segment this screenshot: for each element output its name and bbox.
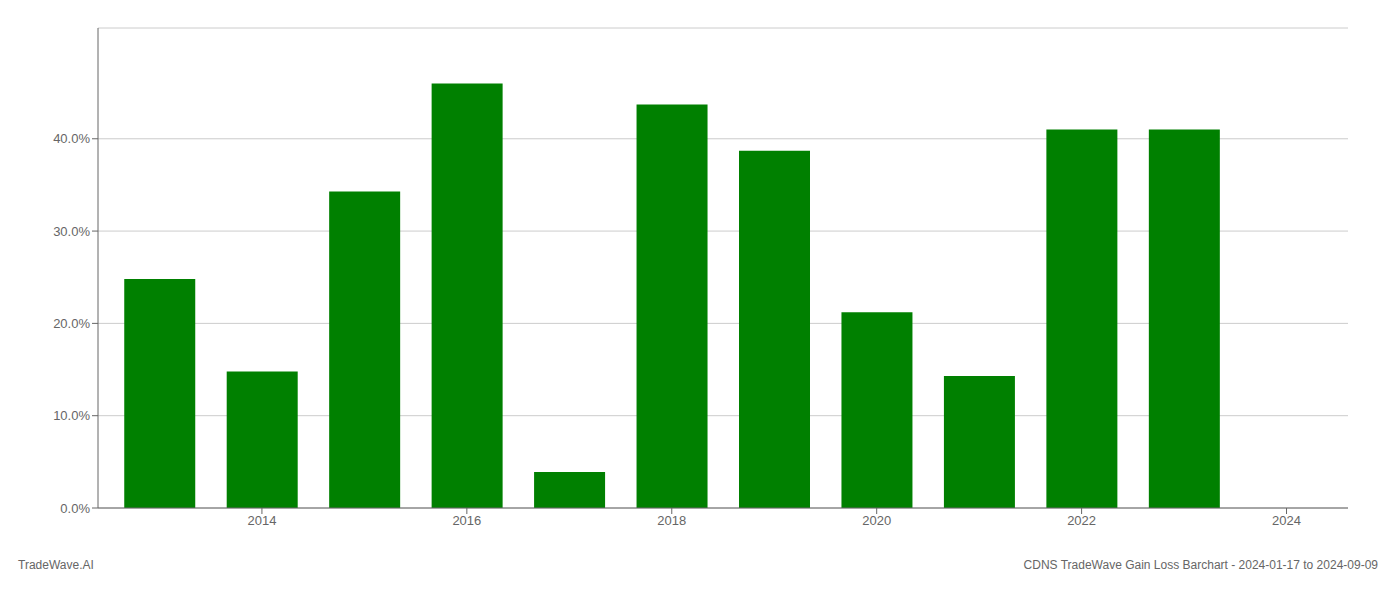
svg-text:2022: 2022 bbox=[1067, 513, 1096, 528]
svg-text:2024: 2024 bbox=[1272, 513, 1301, 528]
svg-text:2020: 2020 bbox=[862, 513, 891, 528]
svg-text:2014: 2014 bbox=[247, 513, 276, 528]
svg-text:2016: 2016 bbox=[452, 513, 481, 528]
svg-text:20.0%: 20.0% bbox=[53, 316, 90, 331]
svg-text:40.0%: 40.0% bbox=[53, 131, 90, 146]
svg-text:2018: 2018 bbox=[657, 513, 686, 528]
svg-text:10.0%: 10.0% bbox=[53, 408, 90, 423]
svg-text:0.0%: 0.0% bbox=[60, 501, 90, 516]
html-text:CDNS TradeWave Gain Loss Barch: CDNS TradeWave Gain Loss Barchart - 2024… bbox=[1023, 558, 1378, 572]
svg-text:30.0%: 30.0% bbox=[53, 224, 90, 239]
html-text:TradeWave.AI: TradeWave.AI bbox=[18, 558, 94, 572]
